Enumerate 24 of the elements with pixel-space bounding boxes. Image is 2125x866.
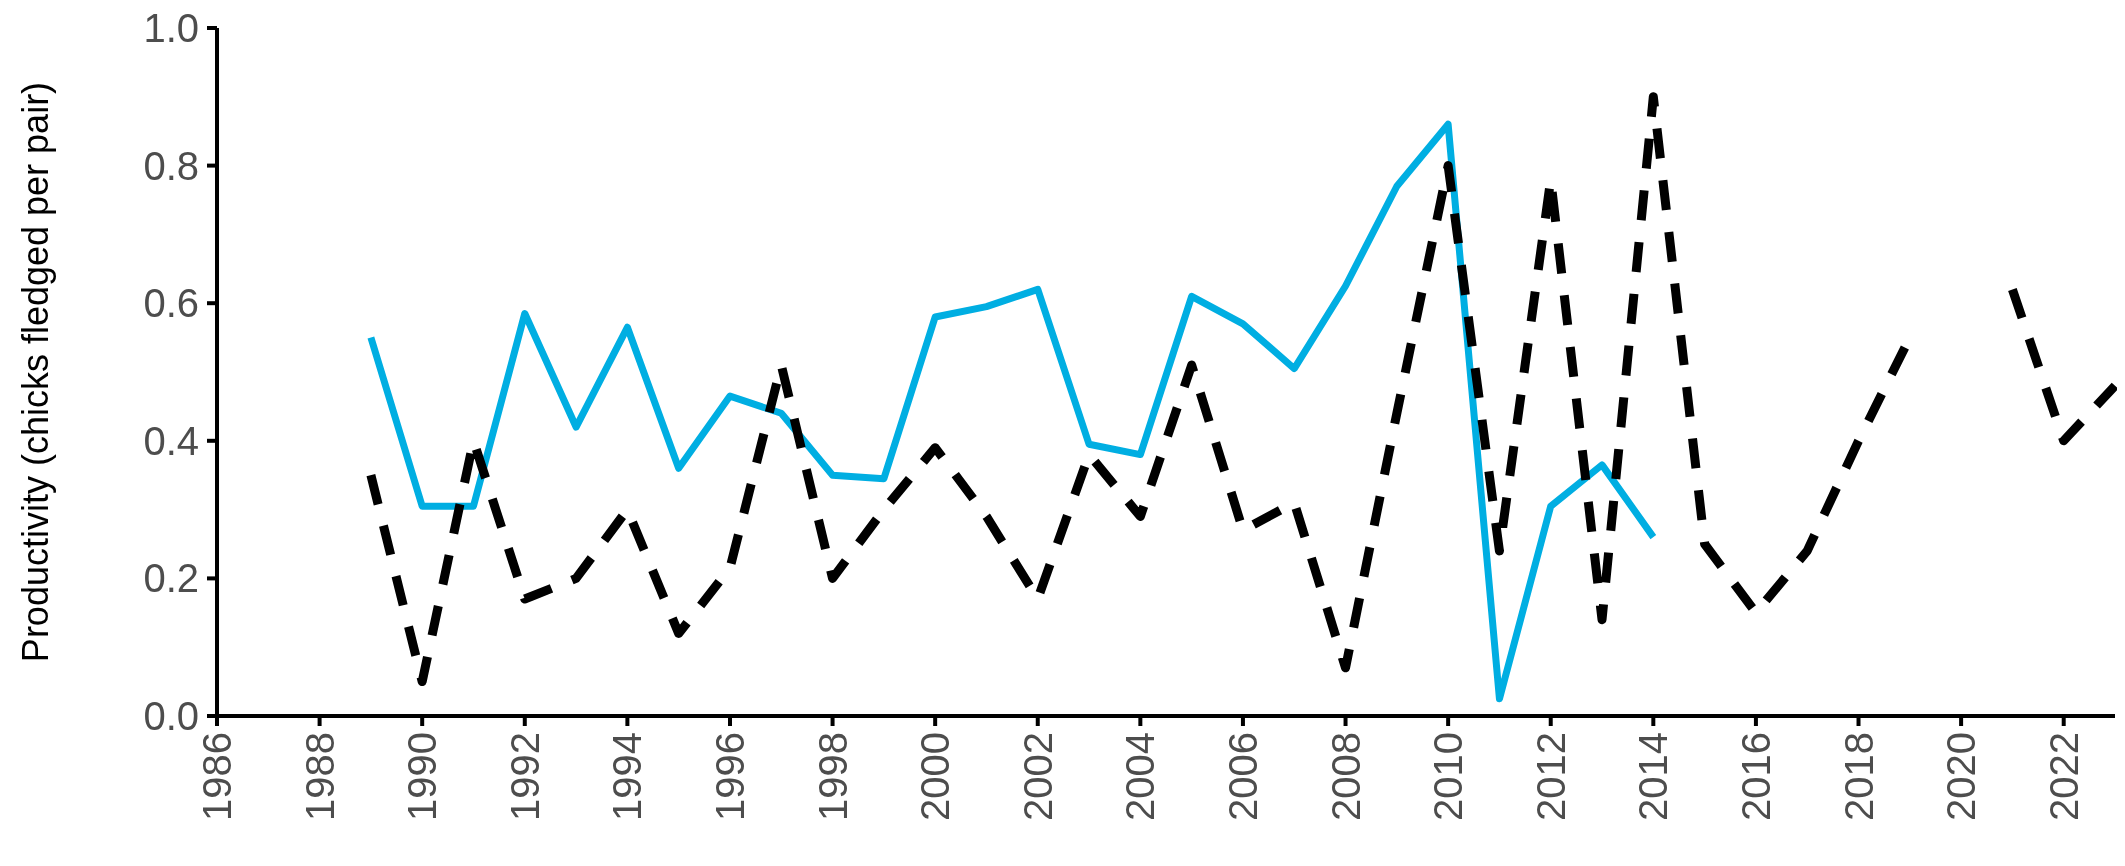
- x-tick-label: 2008: [1323, 732, 1368, 821]
- x-tick-label: 2020: [1939, 732, 1984, 821]
- x-tick-label: 1988: [297, 732, 342, 821]
- x-tick-label: 2016: [1733, 732, 1778, 821]
- x-tick-label: 1990: [400, 732, 445, 821]
- x-tick-label: 2004: [1118, 732, 1163, 821]
- x-tick-label: 2010: [1426, 732, 1471, 821]
- x-tick-label: 2022: [2041, 732, 2086, 821]
- x-tick-label: 2018: [1836, 732, 1881, 821]
- y-tick-label: 0.4: [143, 418, 199, 463]
- x-tick-label: 2006: [1220, 732, 1265, 821]
- x-tick-label: 2012: [1528, 732, 1573, 821]
- y-axis-title: Productivity (chicks fledged per pair): [15, 81, 56, 663]
- x-tick-label: 2014: [1631, 732, 1676, 821]
- x-tick-label: 2000: [913, 732, 958, 821]
- y-tick-label: 0.8: [143, 143, 199, 188]
- x-tick-label: 1992: [502, 732, 547, 821]
- y-tick-label: 1.0: [143, 6, 199, 50]
- y-tick-label: 0.6: [143, 281, 199, 326]
- x-tick-label: 1994: [605, 732, 650, 821]
- x-tick-label: 1996: [707, 732, 752, 821]
- y-tick-label: 0.2: [143, 556, 199, 601]
- x-tick-label: 1998: [810, 732, 855, 821]
- x-tick-label: 2002: [1015, 732, 1060, 821]
